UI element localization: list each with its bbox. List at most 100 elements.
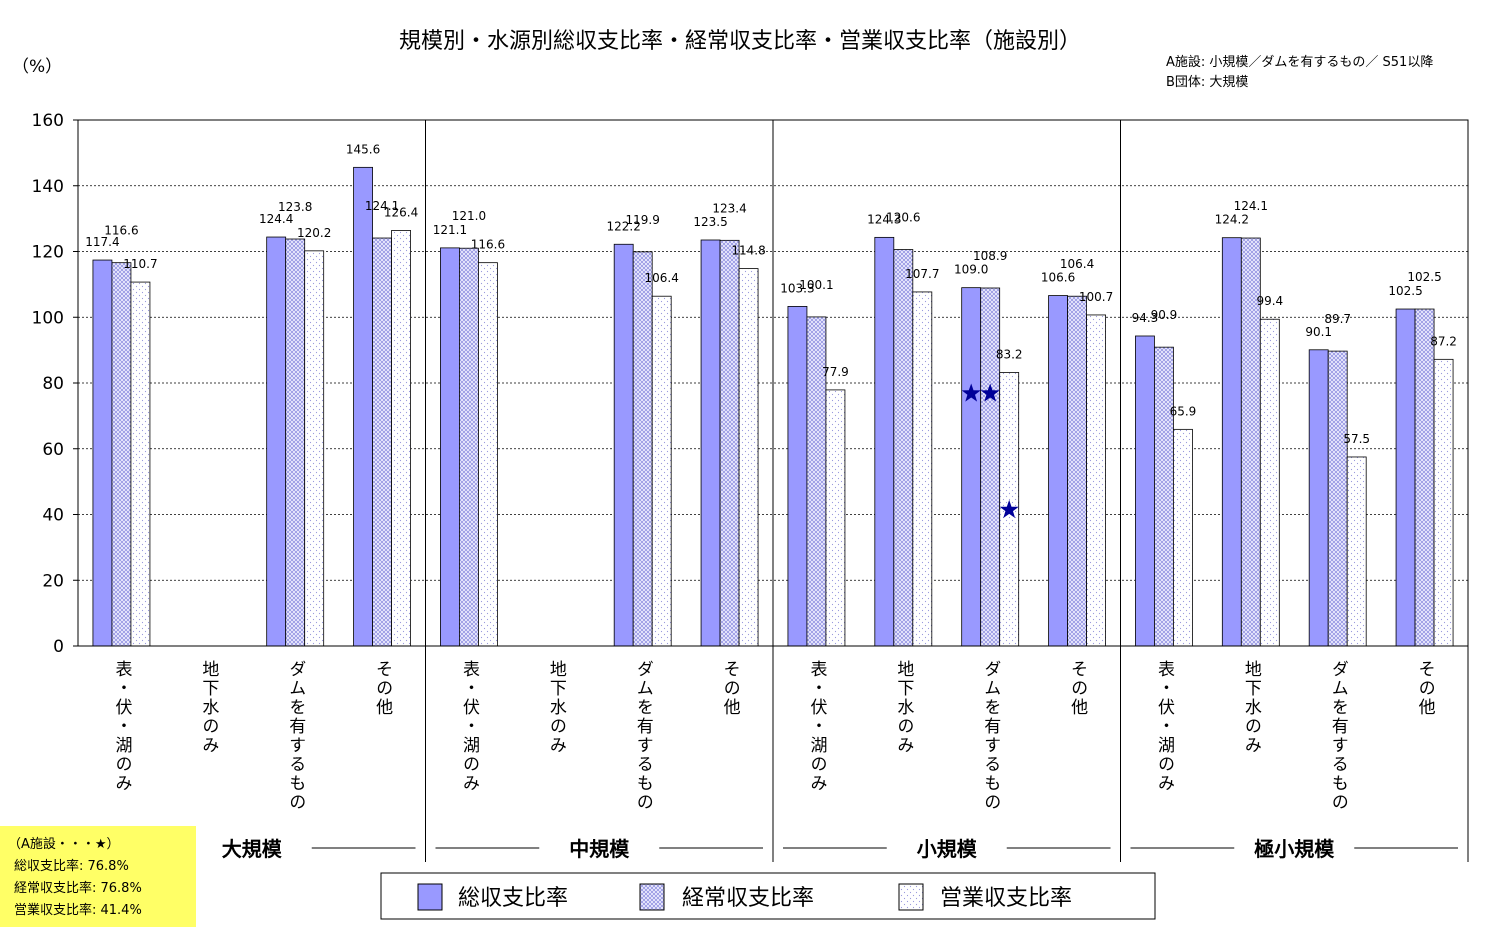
data-label: 124.2 bbox=[1215, 213, 1249, 227]
bar-ordinary bbox=[1067, 295, 1087, 647]
data-label: 119.9 bbox=[626, 213, 660, 227]
data-label: 110.7 bbox=[123, 257, 157, 271]
data-label: 103.3 bbox=[780, 281, 814, 295]
group-label: 小規模 bbox=[917, 837, 978, 861]
data-label: 123.4 bbox=[712, 201, 746, 215]
annotation-background bbox=[0, 826, 196, 927]
data-label: 124.4 bbox=[259, 212, 293, 226]
data-label: 117.4 bbox=[85, 235, 119, 249]
bar-ordinary bbox=[980, 287, 1001, 647]
bar-total bbox=[353, 166, 373, 647]
group-label: 大規模 bbox=[222, 837, 283, 861]
bar-ordinary bbox=[459, 247, 479, 647]
bar-operating bbox=[912, 291, 933, 647]
bar-total bbox=[961, 287, 982, 647]
data-label: 90.1 bbox=[1305, 325, 1332, 339]
y-axis-ticks: 0 20 40 60 80 100 120 140 160 bbox=[32, 111, 64, 657]
note-b: B団体: 大規模 bbox=[1166, 75, 1248, 90]
data-label: 107.7 bbox=[905, 267, 939, 281]
annotation-line: 経常収支比率: 76.8% bbox=[14, 880, 142, 896]
data-label: 116.6 bbox=[104, 224, 138, 238]
data-label: 89.7 bbox=[1324, 312, 1351, 326]
star-markers bbox=[961, 383, 1019, 518]
bar-ordinary bbox=[1154, 346, 1174, 647]
category-labels: 表・伏・湖のみ 地下水のみ ダムを有するもの その他 表・伏・湖のみ 地下水のみ ダムを有す… bbox=[111, 660, 1435, 812]
category-label: その他 bbox=[1415, 660, 1436, 717]
data-label: 114.8 bbox=[731, 244, 765, 258]
legend-box bbox=[380, 872, 1156, 920]
bar-total bbox=[92, 259, 113, 647]
data-label: 120.6 bbox=[886, 211, 920, 225]
data-label: 100.7 bbox=[1079, 290, 1113, 304]
bar-ordinary bbox=[632, 251, 653, 647]
data-label: 65.9 bbox=[1170, 404, 1197, 418]
data-label: 57.5 bbox=[1343, 432, 1370, 446]
category-label: 表・伏・湖のみ bbox=[459, 660, 480, 793]
data-label: 106.6 bbox=[1041, 271, 1075, 285]
legend-swatch-total bbox=[417, 883, 443, 911]
data-label: 102.5 bbox=[1407, 270, 1441, 284]
data-label: 90.9 bbox=[1151, 308, 1178, 322]
star-icon bbox=[980, 383, 1000, 402]
legend-swatch-ordinary bbox=[639, 883, 665, 911]
data-label: 121.1 bbox=[433, 223, 467, 237]
category-label: その他 bbox=[372, 660, 393, 717]
bar-ordinary bbox=[893, 249, 914, 647]
annotation-line: （A施設・・・★） bbox=[8, 836, 120, 852]
data-label: 106.4 bbox=[645, 271, 679, 285]
category-label: その他 bbox=[720, 660, 741, 717]
note-a: A施設: 小規模／ダムを有するもの／ S51以降 bbox=[1166, 54, 1433, 70]
y-tick-label: 20 bbox=[42, 571, 64, 591]
bar-operating bbox=[391, 230, 411, 647]
bar-operating bbox=[1173, 428, 1193, 647]
bar-total bbox=[613, 243, 634, 647]
data-label: 116.6 bbox=[471, 238, 505, 252]
data-label: 126.4 bbox=[384, 205, 418, 219]
legend: 総収支比率 経常収支比率 営業収支比率 bbox=[380, 872, 1156, 920]
category-label: ダムを有するもの bbox=[633, 660, 654, 812]
category-label: その他 bbox=[1067, 660, 1088, 717]
bar-total bbox=[1308, 349, 1329, 647]
chart-title: 規模別・水源別総収支比率・経常収支比率・営業収支比率（施設別） bbox=[399, 29, 1081, 54]
data-label: 100.1 bbox=[799, 278, 833, 292]
group-label: 極小規模 bbox=[1253, 837, 1335, 861]
annotation-line: 営業収支比率: 41.4% bbox=[14, 902, 142, 918]
data-label: 145.6 bbox=[346, 142, 380, 156]
category-label: 表・伏・湖のみ bbox=[806, 660, 827, 793]
y-tick-label: 40 bbox=[42, 506, 64, 526]
data-label: 123.8 bbox=[278, 200, 312, 214]
bar-operating bbox=[304, 250, 325, 647]
star-icon bbox=[999, 499, 1019, 518]
bar-total bbox=[787, 306, 808, 647]
y-tick-label: 100 bbox=[32, 308, 64, 328]
data-label: 99.4 bbox=[1256, 294, 1283, 308]
bar-total bbox=[266, 236, 287, 647]
group-label: 中規模 bbox=[569, 837, 630, 861]
y-tick-label: 120 bbox=[32, 243, 64, 263]
data-label: 124.3 bbox=[867, 212, 901, 226]
bar-total bbox=[874, 236, 895, 647]
bar-total bbox=[700, 239, 721, 647]
data-label: 124.1 bbox=[1234, 199, 1268, 213]
bar-operating bbox=[825, 389, 846, 647]
bar-operating bbox=[651, 295, 672, 647]
bar-total bbox=[440, 247, 460, 647]
bar-total bbox=[1395, 308, 1416, 647]
y-tick-label: 80 bbox=[42, 374, 64, 394]
bar-total bbox=[1135, 335, 1155, 647]
category-label: 表・伏・湖のみ bbox=[111, 660, 132, 793]
y-tick-label: 140 bbox=[32, 177, 64, 197]
bar-total bbox=[1048, 295, 1068, 647]
category-label: 地下水のみ bbox=[1241, 660, 1262, 755]
data-label: 83.2 bbox=[996, 347, 1023, 361]
y-tick-label: 0 bbox=[53, 637, 64, 657]
data-label: 121.0 bbox=[452, 209, 486, 223]
data-label: 108.9 bbox=[973, 249, 1007, 263]
category-label: ダムを有するもの bbox=[980, 660, 1001, 812]
y-tick-label: 60 bbox=[42, 440, 64, 460]
category-label: ダムを有するもの bbox=[285, 660, 306, 812]
bar-operating bbox=[1086, 314, 1106, 647]
bar-operating bbox=[1259, 318, 1280, 647]
data-label: 120.2 bbox=[297, 226, 331, 240]
